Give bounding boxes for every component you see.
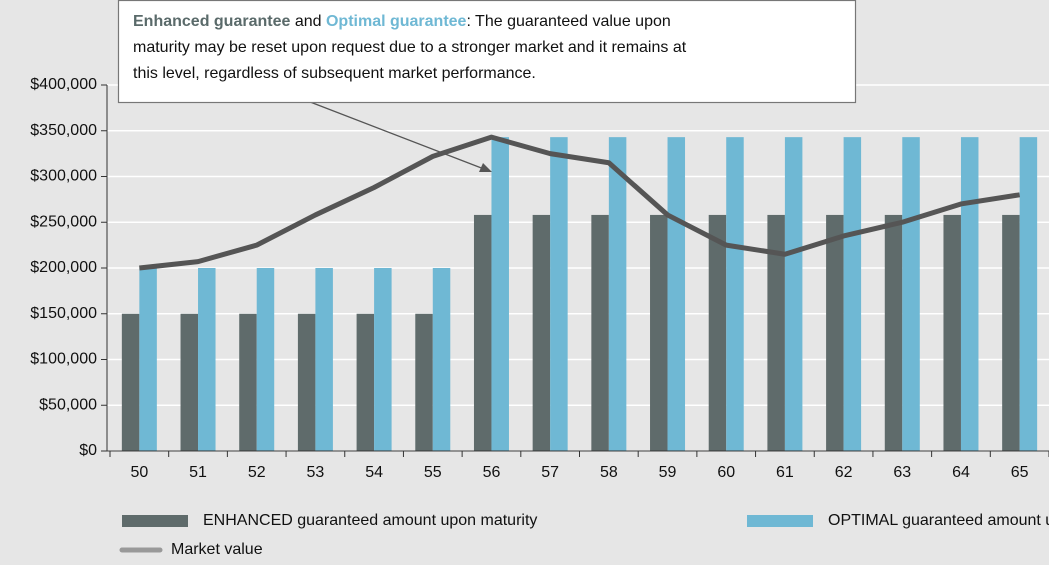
bar — [491, 137, 509, 451]
x-tick-label: 53 — [307, 464, 325, 481]
bar — [902, 137, 920, 451]
bar — [708, 214, 727, 451]
legend-swatch — [747, 515, 813, 527]
x-tick-label: 63 — [893, 464, 911, 481]
x-tick-label: 51 — [189, 464, 207, 481]
bar — [139, 268, 157, 451]
arrow-head — [479, 163, 492, 172]
annotation-text: Optimal guarantee — [326, 13, 467, 30]
bar — [374, 268, 392, 451]
bar — [550, 137, 568, 451]
bar — [356, 313, 375, 451]
bar — [532, 214, 551, 451]
x-tick-label: 62 — [835, 464, 853, 481]
marks — [121, 134, 1038, 451]
legend: ENHANCED guaranteed amount upon maturity… — [119, 512, 1049, 558]
annotation-text: : The guaranteed value upon — [466, 13, 670, 30]
y-tick-label: $250,000 — [30, 213, 97, 230]
bar — [315, 268, 333, 451]
y-tick-label: $400,000 — [30, 76, 97, 93]
annotation-text: maturity may be reset upon request due t… — [133, 39, 687, 56]
x-tick-label: 50 — [130, 464, 148, 481]
y-tick-label: $100,000 — [30, 351, 97, 368]
bar — [726, 137, 744, 451]
bar — [767, 214, 785, 451]
arrow-line — [304, 99, 485, 170]
x-tick-label: 58 — [600, 464, 618, 481]
annotation-line: Enhanced guarantee and Optimal guarantee… — [133, 13, 671, 30]
bar — [415, 313, 433, 451]
x-tick-label: 55 — [424, 464, 442, 481]
bar — [591, 214, 609, 451]
bar — [180, 313, 199, 451]
annotation-text: and — [290, 13, 326, 30]
bar — [239, 313, 257, 451]
x-tick-label: 60 — [717, 464, 735, 481]
x-tick-label: 56 — [483, 464, 501, 481]
legend-label: Market value — [171, 541, 263, 558]
x-tick-label: 59 — [659, 464, 677, 481]
x-tick-label: 65 — [1011, 464, 1029, 481]
y-tick-label: $50,000 — [39, 396, 97, 413]
bar — [943, 214, 961, 451]
bar — [884, 214, 903, 451]
bar — [1019, 137, 1038, 451]
annotation-text: Enhanced guarantee — [133, 13, 290, 30]
bar — [432, 268, 451, 451]
y-tick-label: $0 — [79, 442, 97, 459]
legend-swatch — [122, 515, 188, 527]
bar — [1002, 214, 1020, 451]
bar — [667, 137, 686, 451]
bar — [198, 268, 216, 451]
x-tick-label: 61 — [776, 464, 794, 481]
annotation-line: this level, regardless of subsequent mar… — [133, 65, 536, 82]
x-tick-label: 64 — [952, 464, 970, 481]
y-tick-label: $150,000 — [30, 305, 97, 322]
bar — [843, 137, 862, 451]
y-tick-label: $300,000 — [30, 168, 97, 185]
annotation-line: maturity may be reset upon request due t… — [133, 39, 687, 56]
x-tick-label: 54 — [365, 464, 383, 481]
bar — [121, 313, 140, 451]
annotation: Enhanced guarantee and Optimal guarantee… — [117, 0, 857, 172]
bar — [473, 214, 492, 451]
line — [139, 134, 1021, 271]
legend-label: OPTIMAL guaranteed amount upon maturity — [828, 512, 1049, 529]
annotation-box — [117, 0, 857, 104]
bar — [960, 137, 979, 451]
y-tick-label: $200,000 — [30, 259, 97, 276]
annotation-text: this level, regardless of subsequent mar… — [133, 65, 536, 82]
y-tick-label: $350,000 — [30, 122, 97, 139]
axes: $0 $50,000 $100,000 $150,000 $200,000 $250,00… — [30, 76, 1049, 481]
x-tick-label: 52 — [248, 464, 266, 481]
bar — [650, 214, 668, 451]
bar — [608, 137, 627, 451]
legend-label: ENHANCED guaranteed amount upon maturity — [203, 512, 537, 529]
bar — [297, 313, 316, 451]
x-tick-label: 57 — [541, 464, 559, 481]
bar — [256, 268, 275, 451]
bar — [784, 137, 803, 451]
bar — [826, 214, 844, 451]
